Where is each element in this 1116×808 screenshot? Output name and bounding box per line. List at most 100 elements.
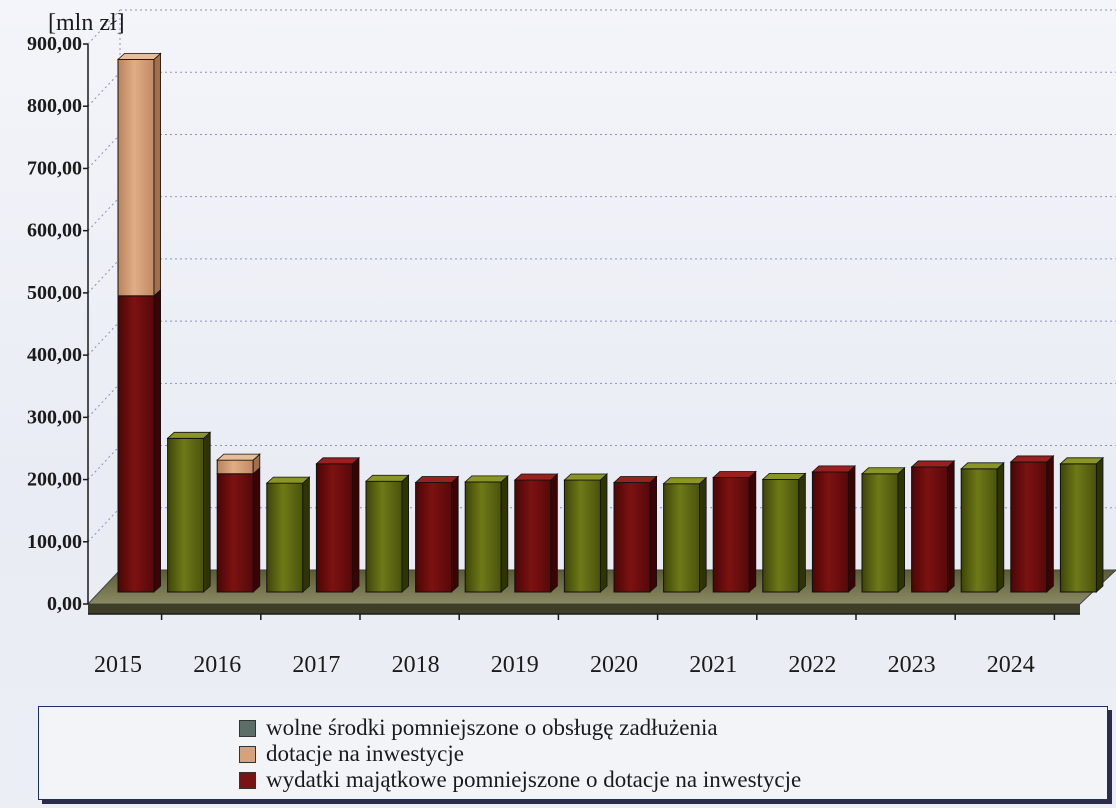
bar-segment [1059,463,1097,593]
bar-top [860,467,906,475]
bar-side [1096,456,1104,593]
gridline-side [87,71,121,107]
legend-swatch-subsidies [239,745,256,763]
legend-label-subsidies: dotacje na inwestycje [266,741,464,766]
y-tick-label: 900,00 [27,33,82,55]
axis-labels: 0,00 100,00 200,00 300,00 400,00 500,00 600,00… [27,33,1035,678]
bar-top [1009,455,1055,463]
bar-top [960,462,1005,470]
bar-top [712,471,757,478]
axes [83,43,1080,620]
bar-side [748,470,757,593]
bar-top [315,457,361,465]
bar-segment [514,479,552,593]
bar-top [662,477,708,485]
y-tick-label: 200,00 [27,469,82,491]
gridline-side [87,258,121,294]
bar-segment [216,459,254,475]
bar-side [252,466,261,593]
bar-top [1059,457,1105,465]
y-tick-label: 700,00 [27,157,82,179]
bar-side [649,475,657,593]
bar-segment [415,481,453,593]
gridline-side [87,134,121,169]
bar-segment [1010,461,1048,593]
legend-item-subsidies: dotacje na inwestycje [239,741,464,767]
x-tick-label: 2018 [392,652,440,678]
bar-segment [861,473,899,593]
y-tick-label: 800,00 [27,95,82,117]
bar-segment [266,482,304,593]
gridline-side [87,382,121,418]
bar-top [166,431,212,439]
bar-side [947,460,955,593]
bar-top [513,473,559,481]
y-tick-label: 100,00 [27,531,82,553]
gridline-side [87,196,121,232]
y-tick-label: 400,00 [27,344,82,366]
y-tick-label: 500,00 [27,282,82,304]
legend-label-investment: wydatki majątkowe pomniejszone o dotacje… [266,767,802,792]
legend-swatch-investment [239,771,256,789]
bar-top [761,472,807,480]
bar-side [798,472,806,593]
bar-segment [117,58,155,297]
y-tick-label: 300,00 [27,406,82,428]
bar-side [203,431,211,593]
bar-segment [167,437,205,593]
bar-top [563,473,609,481]
bars [116,52,1105,593]
legend-swatch-free-funds [239,719,256,737]
gridline-side [87,445,121,480]
x-tick-label: 2017 [292,652,340,678]
bar-segment [365,480,403,593]
floor-front [88,604,1080,614]
bar-segment [911,466,949,593]
y-unit-label: [mln zł] [48,10,125,36]
bar-segment [216,473,254,593]
bar-segment [663,483,701,593]
y-tick-label: 600,00 [27,220,82,242]
legend-label-free-funds: wolne środki pomniejszone o obsługę zadł… [266,715,718,740]
bar-side [351,456,360,593]
bar-side [699,476,707,593]
bar-top [414,476,460,483]
bar-side [996,461,1005,593]
bar-top [910,460,956,468]
bar-top [265,476,311,484]
x-tick-label: 2016 [193,652,241,678]
bar-segment [563,479,601,593]
bar-side [897,466,905,593]
bar-segment [315,463,353,593]
bar-segment [117,295,155,593]
legend: wolne środki pomniejszone o obsługę zadł… [38,706,1108,800]
legend-item-free-funds: wolne środki pomniejszone o obsługę zadł… [239,715,718,741]
x-tick-label: 2023 [888,652,936,678]
bar-segment [464,481,502,593]
x-tick-label: 2021 [689,652,737,678]
bar-top [612,476,658,483]
x-tick-label: 2019 [491,652,539,678]
bar-segment [762,478,800,593]
bar-top [216,453,261,461]
x-tick-label: 2020 [590,652,638,678]
bar-side [401,474,410,593]
bar-side [500,474,509,593]
bar-chart: 0,00 100,00 200,00 300,00 400,00 500,00 600,00… [27,9,1116,678]
bar-side [302,476,310,593]
bar-side [1046,455,1054,593]
gridline-side [87,507,121,543]
bar-top [464,475,509,483]
bar-segment [712,477,750,593]
bar-side [153,52,162,297]
bar-segment [613,481,651,593]
bar-side [550,473,558,593]
bar-side [153,288,162,593]
bar-segment [811,471,849,593]
bar-segment [960,468,998,593]
bar-top [811,465,857,473]
gridline-side [87,320,121,356]
x-tick-label: 2015 [94,652,142,678]
legend-item-investment: wydatki majątkowe pomniejszone o dotacje… [239,767,801,793]
